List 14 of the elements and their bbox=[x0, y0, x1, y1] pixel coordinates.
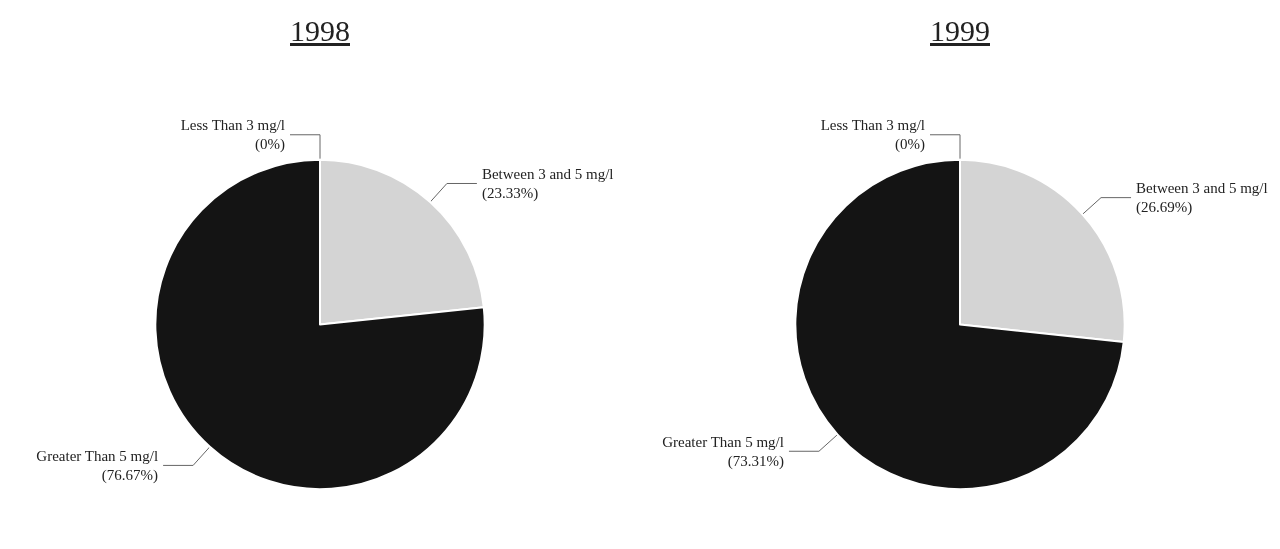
data-label: (26.69%) bbox=[1136, 199, 1193, 217]
text: (0%) bbox=[255, 136, 285, 153]
data-label: (76.67%) bbox=[101, 466, 159, 484]
chart-title: 1999 bbox=[929, 14, 991, 48]
slice-label: Greater Than 5 mg/l bbox=[36, 447, 159, 464]
category-label: Less Than 3 mg/l bbox=[180, 117, 285, 134]
data-label: (23.33%) bbox=[481, 184, 539, 202]
slice-label: Greater Than 5 mg/l bbox=[662, 433, 784, 450]
slice-label: Between 3 and 5 mg/l bbox=[481, 165, 614, 182]
data-label: (73.31%) bbox=[727, 452, 784, 470]
text: (0%) bbox=[895, 136, 925, 153]
chart-title: 1998 bbox=[289, 14, 351, 48]
slice-label: Between 3 and 5 mg/l bbox=[1136, 180, 1268, 197]
category-label: Less Than 3 mg/l bbox=[820, 117, 925, 134]
